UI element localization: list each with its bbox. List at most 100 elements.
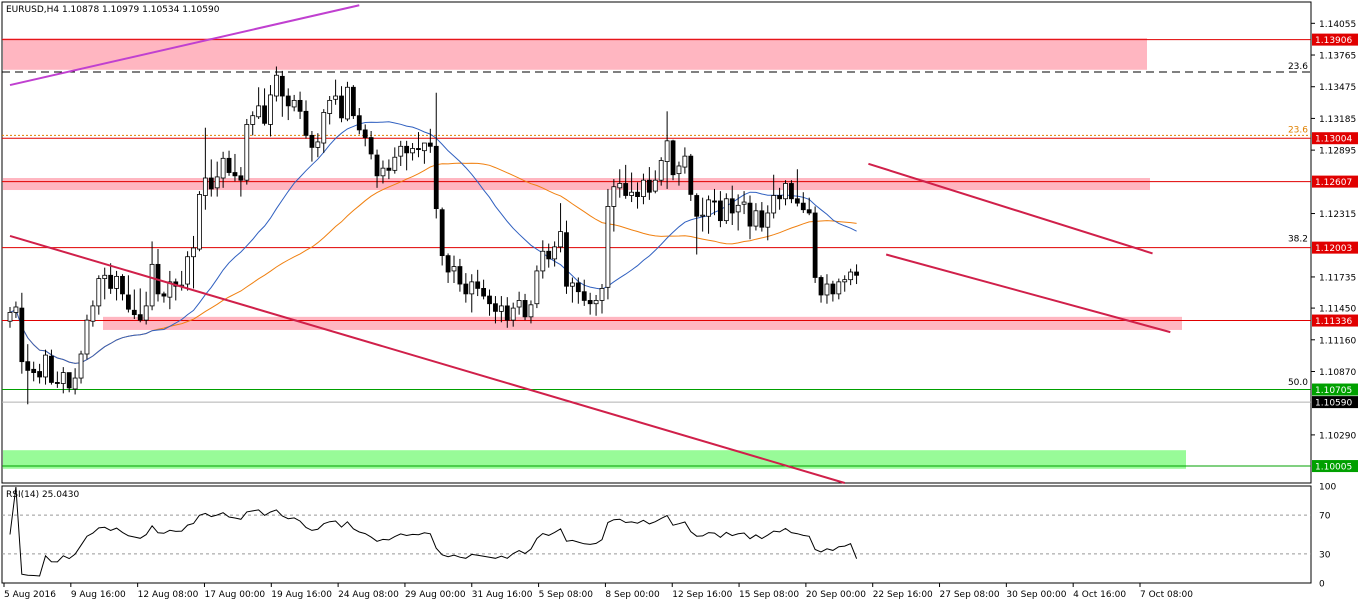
candle-body-81 bbox=[487, 295, 492, 305]
candle-body-43 bbox=[262, 105, 267, 124]
trendline-0 bbox=[9, 4, 360, 87]
fib-levels: 23.6 23.6 38.2 50.0 bbox=[2, 62, 1311, 388]
candle-body-130 bbox=[777, 195, 782, 200]
y-tick-label-7: 1.11450 bbox=[1319, 305, 1356, 315]
candle-body-53 bbox=[321, 112, 327, 144]
candle-body-119 bbox=[712, 200, 717, 203]
candle-body-45 bbox=[273, 74, 279, 97]
y-tick-label-1: 1.13765 bbox=[1319, 52, 1356, 62]
y-tick-label-10: 1.10290 bbox=[1319, 431, 1356, 441]
candle-body-70 bbox=[421, 142, 427, 152]
candle-body-1 bbox=[13, 306, 19, 313]
candle-body-58 bbox=[350, 86, 356, 117]
candle-body-18 bbox=[114, 275, 119, 289]
current-price-tag bbox=[1312, 396, 1358, 409]
candle-body-59 bbox=[356, 115, 362, 131]
candle-body-126 bbox=[753, 210, 759, 227]
x-tick-label-11: 15 Sep 08:00 bbox=[739, 590, 799, 600]
candle-body-78 bbox=[469, 281, 475, 295]
candle-body-21 bbox=[131, 309, 137, 316]
candle-body-47 bbox=[285, 95, 291, 107]
candle-body-36 bbox=[220, 157, 226, 179]
trendlines bbox=[9, 4, 1171, 484]
candle-body-16 bbox=[102, 274, 108, 279]
level-tag-3 bbox=[1312, 241, 1358, 254]
candle-body-38 bbox=[232, 172, 238, 177]
candle-body-85 bbox=[510, 307, 516, 321]
candle-body-104 bbox=[623, 183, 629, 196]
level-label-1: 1.13004 bbox=[1315, 135, 1352, 145]
candle-body-106 bbox=[635, 191, 640, 197]
candle-body-91 bbox=[546, 250, 552, 260]
candle-body-101 bbox=[605, 206, 611, 288]
candle-body-123 bbox=[735, 204, 741, 213]
candle-body-97 bbox=[581, 291, 587, 301]
main-plot-frame bbox=[1, 1, 1312, 484]
candle-body-12 bbox=[78, 353, 84, 379]
candle-body-112 bbox=[670, 140, 676, 176]
candle-body-14 bbox=[90, 305, 96, 322]
candle-body-131 bbox=[783, 183, 788, 200]
candles bbox=[7, 66, 859, 405]
candle-body-66 bbox=[398, 145, 404, 157]
candle-body-118 bbox=[706, 199, 711, 217]
candle-body-5 bbox=[37, 371, 42, 378]
candle-body-80 bbox=[481, 288, 487, 297]
x-tick-label-3: 17 Aug 00:00 bbox=[204, 590, 265, 600]
candle-body-103 bbox=[617, 183, 623, 189]
candle-body-22 bbox=[137, 314, 143, 321]
candle-body-125 bbox=[747, 202, 753, 227]
y-tick-label-0: 1.14055 bbox=[1319, 20, 1356, 30]
candle-body-41 bbox=[250, 115, 256, 125]
candle-body-54 bbox=[327, 99, 333, 114]
candle-body-17 bbox=[108, 274, 114, 289]
x-tick-label-6: 29 Aug 00:00 bbox=[405, 590, 466, 600]
candle-body-61 bbox=[368, 137, 374, 155]
candle-body-60 bbox=[362, 129, 368, 138]
level-label-6: 1.10005 bbox=[1315, 463, 1352, 473]
candle-body-111 bbox=[664, 140, 670, 163]
candle-body-2 bbox=[19, 307, 25, 363]
fib-label-3: 50.0 bbox=[1288, 378, 1308, 388]
level-tag-1 bbox=[1312, 132, 1358, 145]
candle-body-10 bbox=[66, 372, 72, 389]
candle-body-63 bbox=[380, 167, 386, 177]
candle-body-143 bbox=[854, 271, 859, 276]
x-tick-label-2: 12 Aug 08:00 bbox=[138, 590, 199, 600]
x-tick-label-12: 20 Sep 00:00 bbox=[806, 590, 866, 600]
candle-body-84 bbox=[504, 305, 510, 321]
candle-body-110 bbox=[658, 160, 664, 181]
candle-body-62 bbox=[374, 154, 380, 177]
candle-body-99 bbox=[593, 300, 599, 305]
candle-body-129 bbox=[771, 195, 777, 214]
ma-blue bbox=[9, 121, 857, 364]
candle-body-105 bbox=[629, 191, 634, 196]
rsi-tick-3: 0 bbox=[1319, 580, 1325, 590]
level-tag-6 bbox=[1312, 460, 1358, 473]
candle-body-98 bbox=[587, 300, 593, 305]
candle-body-8 bbox=[54, 382, 60, 384]
x-tick-label-17: 7 Oct 08:00 bbox=[1140, 590, 1193, 600]
candle-body-113 bbox=[676, 165, 682, 175]
candle-body-24 bbox=[149, 263, 155, 307]
candle-body-79 bbox=[475, 281, 481, 289]
level-label-4: 1.11336 bbox=[1315, 317, 1352, 327]
candle-body-100 bbox=[599, 288, 605, 301]
candle-body-115 bbox=[688, 155, 694, 195]
rsi-tick-2: 30 bbox=[1319, 550, 1331, 560]
level-label-5: 1.10705 bbox=[1315, 386, 1352, 396]
y-tick-label-3: 1.13185 bbox=[1319, 115, 1356, 125]
rsi-line bbox=[9, 486, 858, 577]
candle-body-76 bbox=[457, 266, 463, 285]
y-tick-label-5: 1.12315 bbox=[1319, 210, 1356, 220]
candle-body-122 bbox=[729, 198, 735, 214]
candle-body-134 bbox=[800, 202, 806, 211]
candle-body-136 bbox=[812, 212, 818, 278]
y-tick-label-8: 1.11160 bbox=[1319, 336, 1356, 346]
candle-body-88 bbox=[528, 304, 534, 318]
zone-0 bbox=[3, 38, 1147, 70]
y-tick-label-9: 1.10870 bbox=[1319, 368, 1356, 378]
level-label-0: 1.13906 bbox=[1315, 36, 1352, 46]
candle-body-11 bbox=[72, 377, 78, 390]
candle-body-65 bbox=[392, 156, 398, 171]
